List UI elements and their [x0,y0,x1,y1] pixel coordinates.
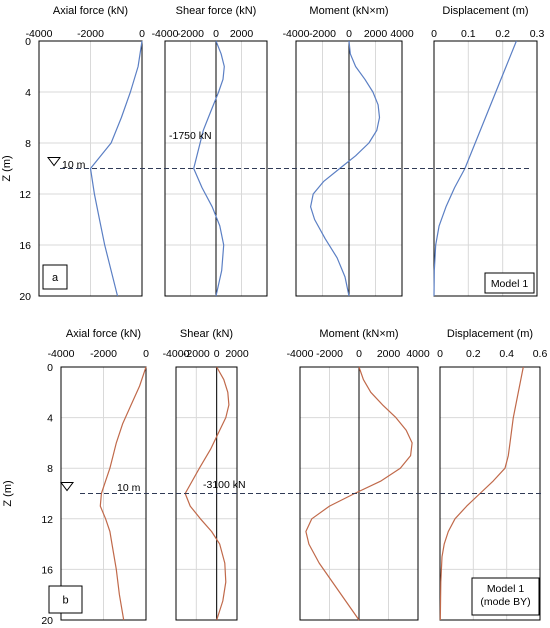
x-tick-label: 0.2 [466,348,481,360]
x-tick-label: -4000 [287,348,314,360]
model-label: Model 1 [487,583,525,595]
series-line-shear [184,366,230,621]
x-tick-label: 2000 [230,28,254,40]
model-label: (mode BY) [480,596,530,608]
x-tick-label: -2000 [183,348,210,360]
y-axis-title: Z (m) [1,155,13,181]
subplot-title: Moment (kN×m) [319,328,398,340]
x-tick-label: 0 [139,28,145,40]
panel-label-box [48,585,83,614]
y-tick-label: 8 [25,138,31,150]
series-line-moment [305,366,413,621]
water-level-triangle-icon [60,482,74,492]
x-tick-label: -2000 [316,348,343,360]
x-tick-label: 0 [214,348,220,360]
plot-frame [433,40,538,297]
subplot-shear: Shear (kN) -4000-2000 0 2000 -3100 kN [163,328,249,621]
subplot-title: Shear (kN) [180,328,233,340]
subplot-title: Axial force (kN) [53,5,128,17]
y-tick-label: 20 [19,291,31,303]
x-tick-label: 0.4 [499,348,514,360]
x-tick-label: -4000 [283,28,310,40]
subplot-title: Displacement (m) [447,328,533,340]
subplot-axial: Axial force (kN) -4000 -2000 0 [48,328,149,621]
y-tick-label: 16 [41,564,53,576]
subplot-title: Axial force (kN) [66,328,141,340]
x-tick-label: 0 [346,28,352,40]
subplot-axial: Axial force (kN)-4000 -2000 0 [26,5,145,297]
x-tick-label: 0 [431,28,437,40]
subplot-title: Moment (kN×m) [309,5,388,17]
series-line-displacement [433,40,517,297]
x-tick-label: -4000 [48,348,75,360]
series-line-moment [310,40,381,297]
panel-label: b [62,595,68,607]
y-tick-label: 12 [41,514,53,526]
y-axis-title: Z (m) [2,480,14,506]
x-tick-label: 0.1 [461,28,476,40]
panel-label-box [42,264,68,290]
shear-peak-annotation: -3100 kN [203,479,246,491]
series-line-shear [193,40,225,297]
subplot-shear: Shear force (kN) -4000-2000 0 2000 -1750 kN [152,5,268,297]
x-tick-label: 2000 [364,28,388,40]
panel-label: a [52,272,59,284]
y-tick-label: 0 [47,362,53,374]
y-tick-label: 4 [47,413,53,425]
x-tick-label: -2000 [77,28,104,40]
x-tick-label: 0 [213,28,219,40]
subplot-title: Displacement (m) [442,5,528,17]
y-tick-label: 4 [25,87,31,99]
x-tick-label: -4000 [26,28,53,40]
subplot-title: Shear force (kN) [176,5,257,17]
y-tick-label: 12 [19,189,31,201]
x-tick-label: 4000 [406,348,430,360]
level-label: 10 m [117,482,141,494]
subplot-displacement: Displacement (m) 0 0.2 0.4 0.6 [437,328,548,621]
x-tick-label: 0.3 [530,28,545,40]
x-tick-label: 0 [143,348,149,360]
y-tick-label: 20 [41,615,53,627]
x-tick-label: -2000 [177,28,204,40]
subplot-moment: Moment (kN×m) -4000 -2000 0 2000 4000 [287,328,430,621]
shear-peak-annotation: -1750 kN [169,130,212,142]
x-tick-label: 0 [437,348,443,360]
y-tick-label: 0 [25,36,31,48]
x-tick-label: 2000 [377,348,401,360]
x-tick-label: 0 [356,348,362,360]
level-label: 10 m [62,159,86,171]
subplot-displacement: Displacement (m) 0 0.1 0.2 0.3 [431,5,545,297]
x-tick-label: 0.2 [495,28,510,40]
series-line-axial [99,366,147,621]
water-level-triangle-icon [47,157,61,167]
x-tick-label: -2000 [309,28,336,40]
model-label: Model 1 [491,278,529,290]
x-tick-label: -2000 [90,348,117,360]
y-tick-label: 8 [47,463,53,475]
x-tick-label: 2000 [225,348,249,360]
series-line-axial [89,40,143,297]
x-tick-label: 0.6 [533,348,548,360]
subplot-moment: Moment (kN×m) -4000 -2000 0 2000 4000 [283,5,414,297]
x-tick-label: 4000 [390,28,414,40]
x-tick-label: -4000 [163,348,190,360]
y-tick-label: 16 [19,240,31,252]
x-tick-label: -4000 [152,28,179,40]
model-label-box [484,272,535,294]
model-label-box [471,577,540,616]
